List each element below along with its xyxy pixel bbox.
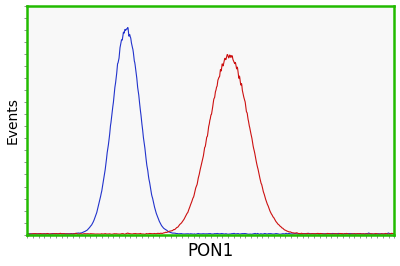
X-axis label: PON1: PON1 xyxy=(188,242,234,260)
Y-axis label: Events: Events xyxy=(6,97,20,144)
